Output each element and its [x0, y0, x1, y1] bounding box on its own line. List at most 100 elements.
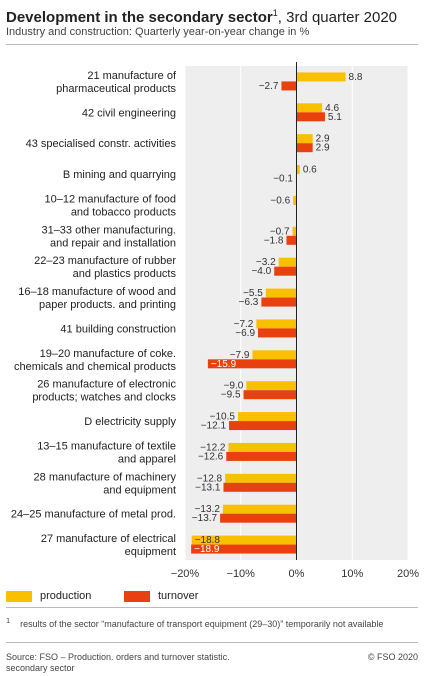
category-label: 10–12 manufacture of food [45, 193, 176, 205]
turnover-bar [226, 451, 297, 461]
turnover-data-label: 2.9 [316, 143, 330, 154]
category-label: 16–18 manufacture of wood and [18, 286, 176, 298]
legend-production: production [6, 590, 91, 602]
category-label: 22–23 manufacture of rubber [34, 255, 176, 267]
category-label: 21 manufacture of [87, 70, 177, 82]
production-bar [228, 442, 297, 452]
category-label: and tobacco products [71, 206, 177, 218]
production-bar [237, 412, 297, 422]
x-tick-label: −10% [227, 568, 256, 580]
production-data-label: −9.0 [224, 381, 244, 392]
production-bar [296, 165, 300, 175]
category-label: and repair and installation [50, 237, 176, 249]
turnover-bar [223, 482, 297, 492]
turnover-bar [274, 266, 297, 276]
production-bar [296, 134, 313, 144]
turnover-data-label: −6.3 [239, 297, 259, 308]
copyright: © FSO 2020 [367, 652, 418, 662]
turnover-data-label: −1.8 [264, 235, 284, 246]
turnover-data-label: −6.9 [235, 328, 255, 339]
production-data-label: −12.2 [200, 442, 226, 453]
legend-turnover-swatch [124, 590, 150, 602]
category-label: equipment [125, 546, 176, 558]
category-label: 27 manufacture of electrical [41, 533, 176, 545]
production-bar [296, 72, 346, 82]
x-tick-label: 10% [341, 568, 363, 580]
category-label: products; watches and clocks [32, 392, 176, 404]
turnover-data-label: −12.1 [201, 421, 227, 432]
turnover-bar [296, 143, 313, 153]
turnover-data-label: −13.7 [192, 513, 218, 524]
footnote-mark: 1 [6, 616, 11, 625]
footnote-text: results of the sector “manufacture of tr… [20, 619, 384, 629]
category-label: and equipment [103, 484, 176, 496]
production-data-label: −7.9 [230, 350, 250, 361]
legend-turnover: turnover [124, 590, 198, 602]
footnote: 1 results of the sector “manufacture of t… [6, 616, 383, 629]
category-label: chemicals and chemical products [14, 361, 177, 373]
production-data-label: 2.9 [316, 134, 330, 145]
production-data-label: 0.6 [303, 165, 317, 176]
production-data-label: 8.8 [349, 72, 363, 83]
turnover-bar [229, 421, 297, 431]
category-label: B mining and quarrying [63, 169, 176, 181]
legend-production-label: production [40, 590, 92, 602]
production-bar [191, 535, 297, 545]
turnover-bar [261, 297, 297, 307]
turnover-bar [296, 112, 325, 122]
chart-title-main: Development in the secondary sector [6, 9, 273, 26]
turnover-data-label: −2.7 [259, 81, 279, 92]
production-bar [246, 381, 297, 391]
production-bar [252, 350, 297, 360]
legend-divider [6, 607, 418, 608]
production-data-label: 4.6 [325, 103, 339, 114]
category-label: D electricity supply [84, 416, 176, 428]
turnover-data-label: −13.1 [195, 482, 221, 493]
category-label: 31–33 other manufacturing. [41, 224, 176, 236]
production-data-label: −3.2 [256, 257, 276, 268]
category-label: 24–25 manufacture of metal prod. [11, 509, 176, 521]
footer-divider [6, 642, 418, 643]
x-tick-label: 0% [289, 568, 305, 580]
production-data-label: −5.5 [243, 288, 263, 299]
production-data-label: −7.2 [234, 319, 254, 330]
x-tick-label: −20% [171, 568, 200, 580]
turnover-bar [258, 328, 297, 338]
turnover-data-label: 5.1 [328, 112, 342, 123]
category-label: 43 specialised constr. activities [26, 138, 177, 150]
legend-turnover-label: turnover [158, 590, 199, 602]
turnover-bar [243, 390, 297, 400]
production-data-label: −0.6 [270, 195, 290, 206]
production-bar [292, 226, 297, 236]
production-bar [222, 504, 297, 514]
turnover-data-label: −18.9 [194, 544, 220, 555]
turnover-bar [281, 81, 297, 91]
production-bar [256, 319, 297, 329]
production-data-label: −18.8 [195, 535, 221, 546]
turnover-bar [207, 359, 297, 369]
turnover-bar [286, 235, 297, 245]
turnover-data-label: −9.5 [221, 390, 241, 401]
production-bar [296, 103, 323, 113]
production-data-label: −0.7 [270, 226, 290, 237]
turnover-data-label: −15.9 [211, 359, 237, 370]
turnover-data-label: −0.1 [273, 174, 293, 185]
chart-subtitle: Industry and construction: Quarterly yea… [6, 26, 310, 38]
bar-chart: −20% −10% 0% 10% 20% 21 manufacture ofpharmac… [11, 62, 419, 580]
category-label: and apparel [118, 453, 176, 465]
chart-title-footnote-mark: 1 [272, 8, 278, 18]
production-bar [293, 195, 297, 205]
category-label: 19–20 manufacture of coke. [40, 348, 176, 360]
legend-production-swatch [6, 590, 32, 602]
production-bar [278, 257, 297, 267]
production-data-label: −10.5 [210, 412, 236, 423]
category-label: 26 manufacture of electronic [37, 379, 176, 391]
top-divider [6, 44, 418, 45]
category-label: 13–15 manufacture of textile [37, 440, 176, 452]
category-label: paper products. and printing [39, 299, 176, 311]
production-bar [225, 473, 297, 483]
category-label: 41 building construction [60, 323, 176, 335]
chart-title-period: , 3rd quarter 2020 [277, 9, 398, 26]
production-data-label: −13.2 [195, 504, 221, 515]
turnover-bar [191, 544, 297, 554]
